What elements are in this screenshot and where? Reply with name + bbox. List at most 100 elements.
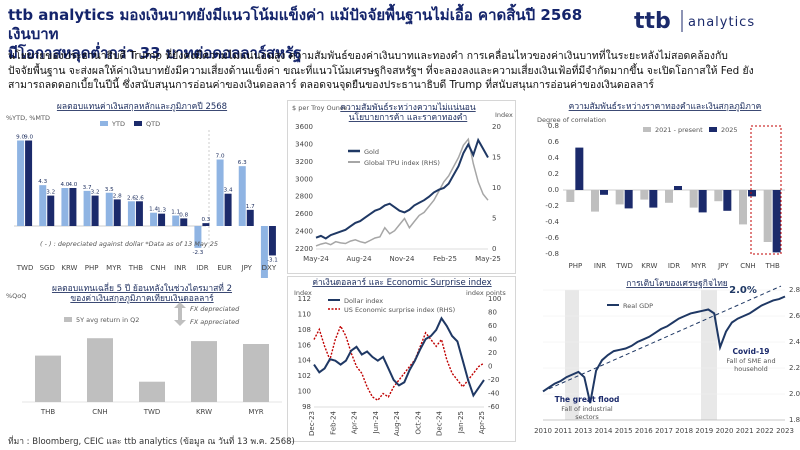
gold-right-tick: 10	[492, 184, 501, 192]
fx-bar-sgd-qtd	[47, 195, 55, 226]
corr-legend-a-swatch	[643, 127, 651, 132]
fx-bar-eur-qtd	[224, 193, 232, 226]
gold-x-tick: May-25	[475, 255, 501, 263]
corr-tick-cnh: CNH	[740, 262, 755, 270]
dxy-right-tick: -40	[488, 390, 499, 398]
corr-bar-idr-0	[665, 190, 673, 203]
corr-legend-b-swatch	[709, 127, 717, 132]
dxy-left-tick: 108	[298, 326, 311, 334]
fx-legend-ytd-swatch	[100, 121, 108, 126]
gold-ylabel-left: $ per Troy Ounce	[292, 104, 347, 112]
fx-bar-php-ytd	[83, 190, 91, 226]
corr-bar-jpy-1	[723, 190, 732, 211]
fx-tick-cnh: CNH	[150, 264, 165, 272]
brand-logo: ttb analytics	[634, 9, 754, 34]
dxy-left-tick: 104	[298, 357, 312, 365]
corr-tick-twd: TWD	[615, 262, 633, 270]
fx-data-label: 3.2	[91, 190, 100, 196]
gold-tpu-svg: ความสัมพันธ์ระหว่างความไม่แน่นอน นโยบายก…	[292, 102, 513, 263]
q2-bar-myr	[243, 344, 269, 402]
q2-bar-twd	[139, 381, 165, 402]
dxy-ylabel-right: index points	[466, 289, 506, 297]
dxy-x-tick: Dec-24	[436, 410, 444, 436]
corr-tick-myr: MYR	[691, 262, 706, 270]
gdp-x-tick: 2016	[635, 427, 653, 435]
fx-data-label: -3.1	[267, 257, 278, 263]
gdp-series-line	[542, 295, 786, 404]
corr-bar-myr-0	[689, 190, 698, 208]
gdp-trend-line	[548, 285, 782, 390]
dxy-x-tick: Oct-24	[414, 410, 422, 434]
dxy-left-tick: 106	[298, 341, 312, 349]
dxy-right-tick: 40	[488, 336, 497, 344]
dxy-right-tick: 0	[488, 363, 492, 371]
gdp-x-tick: 2011	[554, 427, 572, 435]
dxy-x-tick: Jun-24	[372, 410, 380, 434]
covid-annotation-2: Fall of SME and	[726, 357, 775, 365]
dxy-left-tick: 102	[298, 372, 311, 380]
gdp-x-tick: 2023	[776, 427, 794, 435]
corr-y-tick: -0.6	[545, 234, 559, 242]
dxy-right-tick: -60	[488, 403, 499, 411]
dxy-right-tick: 60	[488, 322, 497, 330]
fx-data-label: 9.0	[16, 135, 25, 141]
gold-correlation-chart: ความสัมพันธ์ระหว่างราคาทองคำและเงินสกุลภ…	[523, 100, 800, 276]
dxy-left-tick: 110	[298, 310, 311, 318]
arrow-up-icon	[174, 302, 186, 314]
corr-bar-jpy-0	[714, 190, 723, 202]
corr-tick-idr: IDR	[668, 262, 680, 270]
gdp-y-tick: 2.8	[789, 286, 800, 294]
gold-x-tick: Aug-24	[346, 255, 372, 263]
gold-x-tick: Feb-25	[433, 255, 457, 263]
intro-line-2: ปัจจัยพื้นฐาน จะส่งผลให้ค่าเงินบาทยังมีค…	[8, 64, 754, 77]
dxy-right-tick: 20	[488, 349, 497, 357]
q2-bar-thb	[35, 355, 61, 402]
gdp-x-tick: 2013	[574, 427, 592, 435]
q2-legend-up: FX depreciated	[190, 305, 240, 313]
dxy-x-tick: Feb-24	[329, 410, 337, 434]
fx-bar-twd-qtd	[25, 140, 33, 226]
dxy-surprise-svg: ค่าเงินดอลลาร์ และ Economic Surprise ind…	[294, 277, 506, 436]
fx-data-label: 4.0	[60, 182, 69, 188]
fx-data-label: 2.6	[127, 195, 136, 201]
fx-bar-krw-ytd	[61, 188, 69, 226]
flood-shade	[565, 290, 579, 420]
gold-left-tick: 2600	[295, 210, 313, 218]
covid-annotation-3: household	[734, 365, 768, 373]
gdp-y-tick: 2.2	[789, 364, 800, 372]
corr-bar-krw-1	[649, 190, 658, 208]
gold-axes: 2200 2400 2600 2800 3000 3200 3400 3600 0 5 10 15 20…	[295, 123, 501, 263]
gdp-x-tick: 2015	[615, 427, 633, 435]
flood-annotation-2: Fall of industrial	[561, 405, 613, 413]
corr-bar-thb-1	[772, 190, 781, 253]
source-footnote: ที่มา : Bloomberg, CEIC และ ttb analytic…	[8, 437, 295, 447]
fx-tick-php: PHP	[85, 264, 99, 272]
fx-tick-inr: INR	[174, 264, 186, 272]
q2-ylabel: %QoQ	[6, 292, 26, 300]
gdp-y-tick: 1.8	[789, 416, 800, 424]
gdp-x-tick: 2021	[736, 427, 754, 435]
dxy-right-tick: 100	[488, 295, 501, 303]
corr-y-tick: -0.8	[545, 250, 559, 258]
fx-data-label: 9.0	[24, 135, 33, 141]
fx-data-label: 3.4	[224, 188, 233, 194]
fx-bar-php-qtd	[91, 195, 99, 226]
gdp-legend-label: Real GDP	[623, 302, 653, 310]
corr-tick-jpy: JPY	[717, 262, 729, 270]
corr-y-tick: 0.8	[548, 122, 559, 130]
corr-bar-thb-0	[763, 190, 772, 242]
corr-y-tick: 0.0	[548, 186, 559, 194]
thb-highlight-box	[750, 125, 782, 255]
surprise-legend-label: US Economic surprise index (RHS)	[344, 306, 455, 314]
title-line-1: ttb analytics มองเงินบาทยังมีแนวโน้มแข็ง…	[8, 6, 583, 43]
q2-tick-myr: MYR	[248, 408, 263, 416]
fx-data-label: 2.6	[135, 195, 144, 201]
dxy-x-tick: Apr-25	[478, 411, 486, 434]
gold-left-tick: 3200	[295, 158, 313, 166]
q2-tick-cnh: CNH	[92, 408, 107, 416]
dxy-series-line	[313, 316, 485, 398]
flood-annotation-3: sectors	[575, 413, 599, 421]
gdp-x-tick: 2020	[716, 427, 734, 435]
fx-data-label: 3.2	[46, 190, 55, 196]
